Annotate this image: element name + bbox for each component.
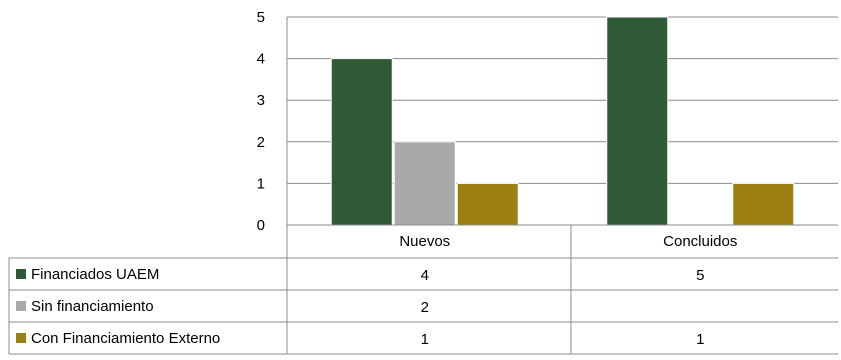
bar-0-2 — [456, 182, 519, 226]
data-table-value: 2 — [421, 299, 429, 316]
legend-key-0 — [16, 269, 26, 279]
y-tick-label: 2 — [257, 134, 265, 151]
data-table-value: 1 — [696, 331, 704, 348]
category-label: Nuevos — [399, 233, 450, 250]
category-label: Concluidos — [663, 233, 737, 250]
legend-label: Con Financiamiento Externo — [31, 330, 220, 347]
bar-0-1 — [393, 141, 456, 226]
legend-label: Sin financiamiento — [31, 298, 154, 315]
legend-key-1 — [16, 301, 26, 311]
legend-label: Financiados UAEM — [31, 266, 159, 283]
y-axis-ticks: 0 1 2 3 4 5 — [257, 9, 265, 234]
y-tick-label: 3 — [257, 92, 265, 109]
y-tick-label: 0 — [257, 217, 265, 234]
data-table: Nuevos Concluidos Financiados UAEM 4 5 Sin fi… — [8, 224, 838, 355]
y-tick-label: 5 — [257, 9, 265, 26]
bar-1-0 — [606, 16, 669, 226]
y-tick-label: 1 — [257, 175, 265, 192]
y-tick-label: 4 — [257, 51, 265, 68]
bars — [330, 16, 795, 226]
data-table-value: 1 — [421, 331, 429, 348]
legend-key-2 — [16, 333, 26, 343]
bar-0-0 — [330, 58, 393, 226]
data-table-value: 5 — [696, 267, 704, 284]
data-table-value: 4 — [421, 267, 429, 284]
bar-1-2 — [732, 182, 795, 226]
